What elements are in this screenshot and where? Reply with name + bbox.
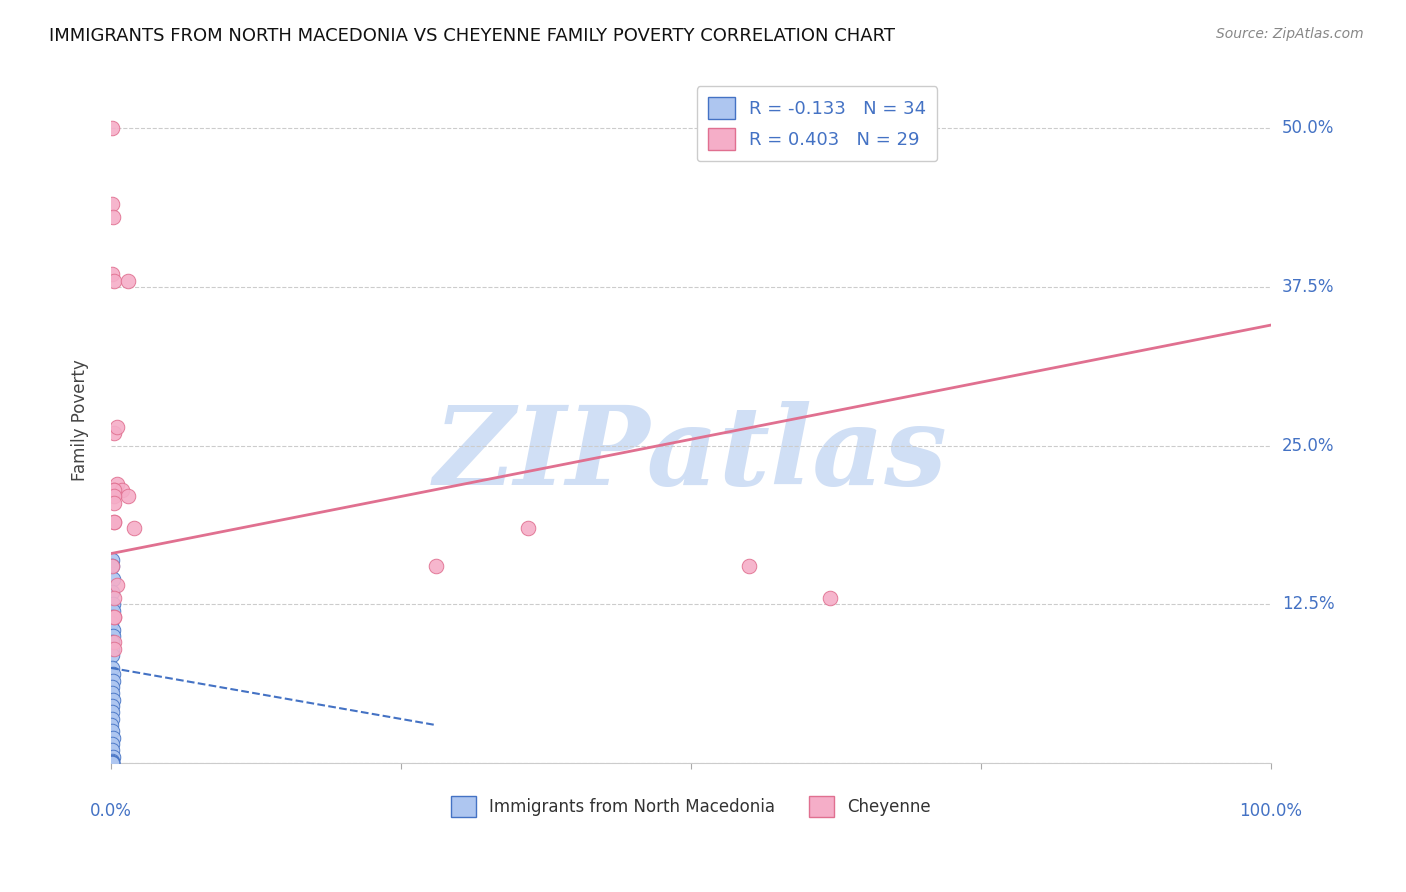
Point bbox=[103, 515, 125, 529]
Point bbox=[101, 692, 124, 706]
Point bbox=[105, 476, 128, 491]
Point bbox=[100, 718, 122, 732]
Point bbox=[101, 673, 124, 688]
Point bbox=[101, 648, 124, 663]
Text: 100.0%: 100.0% bbox=[1240, 802, 1302, 820]
Point bbox=[101, 559, 124, 574]
Text: 25.0%: 25.0% bbox=[1282, 437, 1334, 455]
Point bbox=[103, 496, 125, 510]
Point bbox=[111, 483, 134, 497]
Point bbox=[101, 737, 124, 751]
Point bbox=[101, 197, 124, 211]
Point bbox=[101, 698, 124, 713]
Point bbox=[818, 591, 841, 605]
Point bbox=[738, 559, 761, 574]
Point bbox=[101, 661, 124, 675]
Point bbox=[103, 490, 125, 504]
Point bbox=[101, 756, 124, 771]
Point bbox=[101, 743, 124, 757]
Point bbox=[103, 274, 125, 288]
Point bbox=[103, 610, 125, 624]
Point bbox=[103, 635, 125, 649]
Point bbox=[101, 267, 124, 281]
Y-axis label: Family Poverty: Family Poverty bbox=[72, 359, 89, 481]
Point bbox=[105, 578, 128, 592]
Point bbox=[425, 559, 447, 574]
Text: ZIPatlas: ZIPatlas bbox=[434, 401, 948, 508]
Point bbox=[103, 483, 125, 497]
Point bbox=[101, 623, 124, 637]
Point bbox=[117, 490, 139, 504]
Point bbox=[101, 756, 124, 771]
Point bbox=[101, 755, 124, 769]
Point bbox=[101, 559, 124, 574]
Point bbox=[103, 425, 125, 440]
Point bbox=[517, 521, 540, 535]
Point bbox=[103, 515, 125, 529]
Point bbox=[101, 629, 124, 643]
Point bbox=[101, 553, 124, 567]
Point bbox=[103, 610, 125, 624]
Point bbox=[122, 521, 145, 535]
Point bbox=[101, 121, 124, 136]
Point bbox=[101, 712, 124, 726]
Text: IMMIGRANTS FROM NORTH MACEDONIA VS CHEYENNE FAMILY POVERTY CORRELATION CHART: IMMIGRANTS FROM NORTH MACEDONIA VS CHEYE… bbox=[49, 27, 896, 45]
Point bbox=[101, 667, 124, 681]
Point bbox=[101, 572, 124, 586]
Point bbox=[117, 274, 139, 288]
Point bbox=[100, 616, 122, 631]
Text: Source: ZipAtlas.com: Source: ZipAtlas.com bbox=[1216, 27, 1364, 41]
Point bbox=[101, 756, 124, 771]
Point bbox=[101, 749, 124, 764]
Point bbox=[101, 754, 124, 768]
Point bbox=[100, 641, 122, 656]
Point bbox=[101, 210, 124, 224]
Point bbox=[103, 591, 125, 605]
Point bbox=[101, 756, 124, 771]
Text: 50.0%: 50.0% bbox=[1282, 120, 1334, 137]
Point bbox=[101, 706, 124, 720]
Point bbox=[101, 598, 124, 612]
Legend: Immigrants from North Macedonia, Cheyenne: Immigrants from North Macedonia, Cheyenn… bbox=[444, 789, 938, 823]
Point bbox=[101, 731, 124, 745]
Point bbox=[101, 724, 124, 739]
Text: 0.0%: 0.0% bbox=[90, 802, 132, 820]
Point bbox=[101, 584, 124, 599]
Point bbox=[101, 604, 124, 618]
Point bbox=[101, 686, 124, 700]
Point bbox=[103, 641, 125, 656]
Text: 37.5%: 37.5% bbox=[1282, 278, 1334, 296]
Point bbox=[103, 483, 125, 497]
Point bbox=[105, 419, 128, 434]
Point bbox=[101, 680, 124, 694]
Text: 12.5%: 12.5% bbox=[1282, 595, 1334, 614]
Point bbox=[101, 610, 124, 624]
Point bbox=[101, 635, 124, 649]
